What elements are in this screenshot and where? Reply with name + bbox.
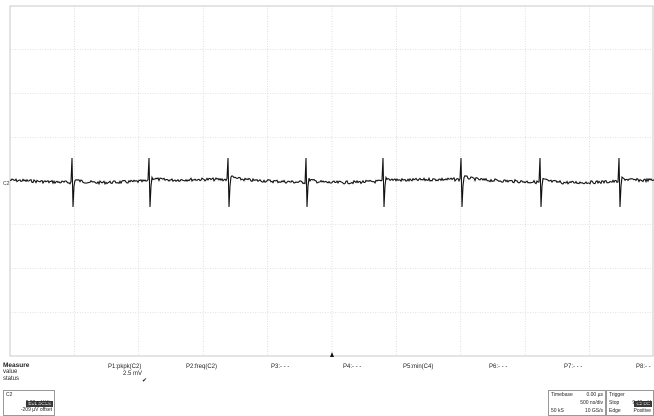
- trigger-position-marker[interactable]: [330, 352, 334, 357]
- trigger-mode: Stop: [609, 400, 620, 406]
- channel-vdiv: 2.00 mV/div: [25, 400, 52, 406]
- measure-param-p2[interactable]: P2:freq(C2): [186, 364, 218, 370]
- measure-param-p4[interactable]: P4:- - -: [343, 364, 362, 370]
- channel-name: C2: [6, 392, 13, 398]
- timebase-delay: 0.00 µs: [586, 392, 603, 398]
- channel-c2-waveform: [9, 157, 654, 208]
- measure-status-row-label: status: [3, 376, 20, 382]
- trigger-type: Edge: [609, 408, 621, 414]
- measure-param-p1[interactable]: P1:pkpk(C2): [108, 364, 142, 370]
- timebase-samples: 50 kS: [551, 408, 564, 414]
- trigger-level: 9.40 mV: [632, 400, 651, 406]
- timebase-sample-rate: 10 GS/s: [584, 408, 603, 414]
- channel-c2-descriptor[interactable]: C2 BwL DC1M 2.00 mV/div -209 µV offset: [3, 390, 55, 416]
- measure-param-p6[interactable]: P6:- - -: [489, 364, 508, 370]
- trigger-descriptor[interactable]: Trigger C2 DC Stop 9.40 mV Edge Positive: [606, 390, 654, 416]
- trigger-label: Trigger: [609, 392, 625, 398]
- timebase-descriptor[interactable]: Timebase 0.00 µs 500 ns/div 50 kS 10 GS/…: [548, 390, 606, 416]
- measure-param-p3[interactable]: P3:- - -: [271, 364, 290, 370]
- measure-value-row-label: value: [3, 369, 18, 375]
- measure-param-p7[interactable]: P7:- - -: [564, 364, 583, 370]
- measure-param-p5[interactable]: P5:min(C4): [403, 364, 434, 370]
- trigger-source-badge: C2 DC: [634, 401, 652, 407]
- measure-p1-status-check-icon: ✔: [142, 378, 148, 384]
- channel-coupling-badge: BwL DC1M: [26, 401, 53, 407]
- oscilloscope-graticule: C2: [3, 5, 654, 357]
- timebase-tdiv: 500 ns/div: [580, 400, 603, 406]
- channel-offset: -209 µV offset: [20, 407, 52, 413]
- channel-marker[interactable]: C2: [3, 181, 10, 187]
- trigger-slope: Positive: [633, 408, 651, 414]
- timebase-label: Timebase: [551, 392, 573, 398]
- measure-heading: Measure: [3, 362, 30, 369]
- measure-param-p8[interactable]: P8:- -: [636, 364, 651, 370]
- measure-p1-value: 2.5 mV: [123, 371, 143, 377]
